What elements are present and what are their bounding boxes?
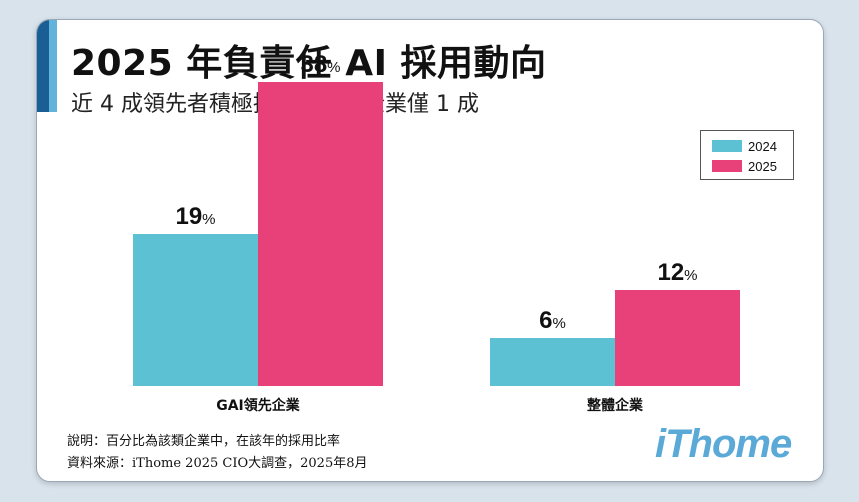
data-label-2024-0: 19% bbox=[175, 203, 215, 230]
legend-label-2024: 2024 bbox=[748, 139, 777, 154]
bar-2025-1 bbox=[615, 290, 740, 386]
legend-swatch-2024 bbox=[712, 140, 742, 152]
legend: 2024 2025 bbox=[700, 130, 794, 180]
data-label-2025-0: 38% bbox=[300, 51, 340, 78]
data-label-2025-1: 12% bbox=[657, 259, 697, 286]
data-label-2024-1: 6% bbox=[539, 307, 566, 334]
legend-item-2024: 2024 bbox=[712, 139, 777, 154]
note-source: 資料來源：iThome 2025 CIO大調查，2025年8月 bbox=[67, 456, 368, 471]
title-accent-bar bbox=[37, 20, 57, 112]
bar-2024-0 bbox=[133, 234, 258, 386]
chart-card: 2025 年負責任 AI 採用動向 近 4 成領先者積極採用，整體企業僅 1 成… bbox=[36, 19, 824, 482]
legend-item-2025: 2025 bbox=[712, 159, 777, 174]
category-label-1: 整體企業 bbox=[586, 397, 644, 414]
legend-label-2025: 2025 bbox=[748, 159, 777, 174]
note-description: 說明：百分比為該類企業中，在該年的採用比率 bbox=[67, 434, 341, 449]
ithome-logo: iThome bbox=[655, 422, 792, 466]
bar-chart: 19% 38% GAI領先企業 6% 12% 整體企業 bbox=[133, 51, 740, 414]
category-label-0: GAI領先企業 bbox=[216, 397, 301, 414]
bar-2025-0 bbox=[258, 82, 383, 386]
chart-title: 2025 年負責任 AI 採用動向 bbox=[71, 43, 547, 84]
bar-2024-1 bbox=[490, 338, 615, 386]
legend-swatch-2025 bbox=[712, 160, 742, 172]
